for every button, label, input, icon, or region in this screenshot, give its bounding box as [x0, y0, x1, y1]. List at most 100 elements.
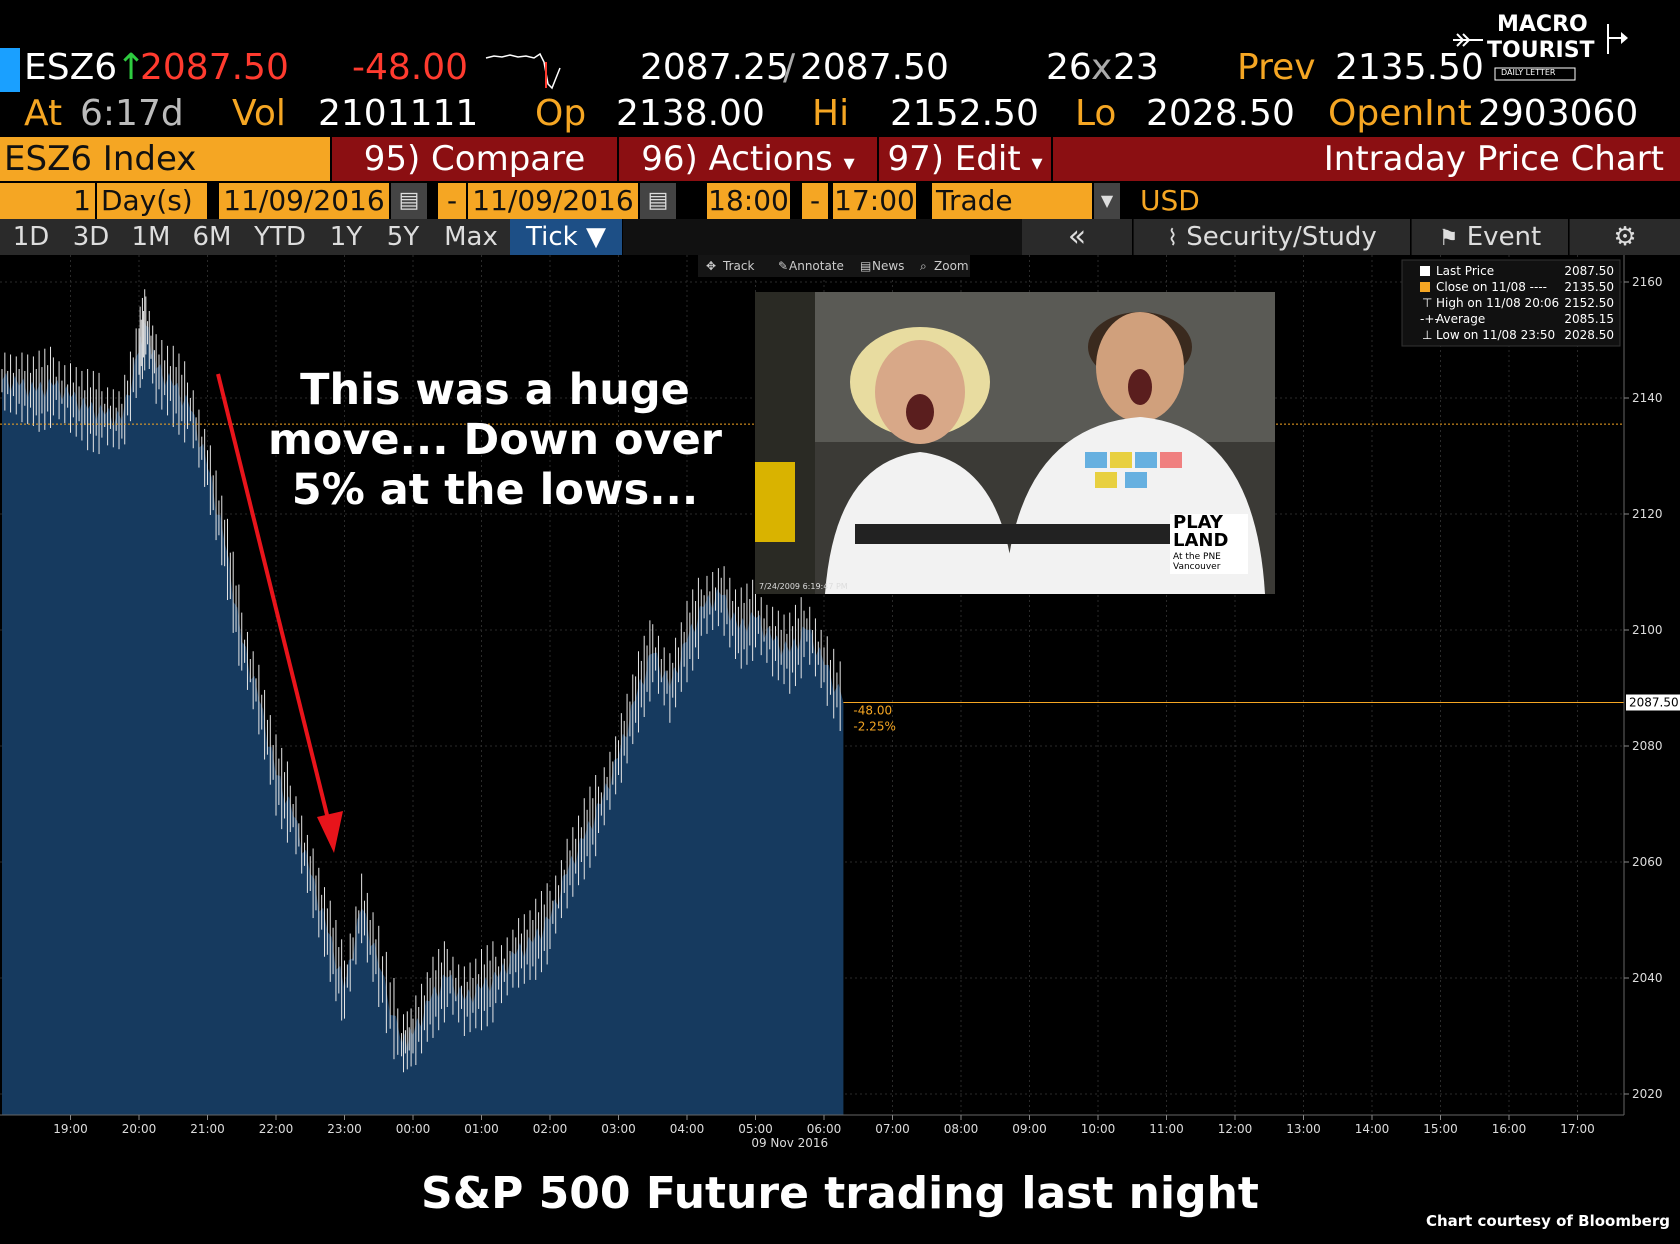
rollercoaster-photo: PLAY LAND At the PNE Vancouver 7/24/2009…: [755, 292, 1275, 594]
annotate-icon[interactable]: ✎: [778, 259, 788, 273]
photo-brand-line1: PLAY: [1173, 512, 1223, 533]
event-button[interactable]: ⚑ Event: [1412, 219, 1569, 255]
x-tick-label: 19:00: [53, 1122, 88, 1136]
y-tick-label: 2160: [1632, 275, 1663, 289]
mode-dropdown-icon[interactable]: ▼: [1094, 183, 1120, 219]
collapse-button[interactable]: «: [1022, 219, 1133, 255]
track-icon[interactable]: ✥: [706, 259, 716, 273]
start-date-input[interactable]: 11/09/2016: [219, 183, 389, 219]
size-separator: x: [1091, 47, 1113, 88]
open-value: 2138.00: [616, 93, 765, 134]
bid-size: 26: [1046, 47, 1092, 88]
track-button[interactable]: Track: [722, 259, 754, 273]
edit-button[interactable]: 97) Edit ▾: [879, 137, 1051, 181]
y-tick-label: 2120: [1632, 507, 1663, 521]
news-button[interactable]: News: [872, 259, 904, 273]
legend-box: [1401, 259, 1621, 347]
x-tick-label: 23:00: [327, 1122, 362, 1136]
logo-line2: TOURIST: [1487, 38, 1595, 63]
high-label: Hi: [812, 93, 850, 134]
period-unit-select[interactable]: Day(s): [97, 183, 207, 219]
x-tick-label: 16:00: [1492, 1122, 1527, 1136]
actions-label: 96) Actions: [641, 139, 833, 179]
zoom-button[interactable]: Zoom: [934, 259, 969, 273]
annotation-arrowhead: [317, 811, 343, 853]
photo-brand-line4: Vancouver: [1173, 562, 1221, 572]
price-area: [2, 322, 844, 1115]
x-tick-label: 01:00: [464, 1122, 499, 1136]
x-tick-label: 07:00: [875, 1122, 910, 1136]
legend-value-average: 2085.15: [1564, 312, 1614, 326]
ask-price: 2087.50: [800, 47, 949, 88]
currency-label: USD: [1140, 184, 1200, 217]
legend-low-icon: ⊥: [1422, 328, 1432, 342]
x-tick-label: 09:00: [1012, 1122, 1047, 1136]
security-study-button[interactable]: ⌇ Security/Study: [1134, 219, 1411, 255]
x-tick-label: 22:00: [259, 1122, 294, 1136]
y-tick-label: 2100: [1632, 623, 1663, 637]
y-tick-label: 2060: [1632, 855, 1663, 869]
x-tick-label: 10:00: [1081, 1122, 1116, 1136]
logo-line1: MACRO: [1497, 12, 1588, 37]
chart-credit: Chart courtesy of Bloomberg: [1425, 1212, 1670, 1230]
legend-high-icon: ⊤: [1422, 296, 1432, 310]
news-icon[interactable]: ▤: [860, 259, 871, 273]
x-tick-label: 12:00: [1218, 1122, 1253, 1136]
legend-average-icon: -+-: [1420, 312, 1439, 326]
tab-3d[interactable]: 3D: [62, 219, 121, 255]
legend-label-close: Close on 11/08 ----: [1436, 280, 1547, 294]
legend-value-last: 2087.50: [1564, 264, 1614, 278]
openint-value: 2903060: [1478, 93, 1639, 134]
study-icon: ⌇: [1167, 226, 1178, 251]
x-axis-labels: 19:00 20:00 21:00 22:00 23:00 00:00 01:00 02:00…: [53, 1115, 1595, 1136]
end-date-input[interactable]: 11/09/2016: [468, 183, 638, 219]
logo-line3: DAILY LETTER: [1501, 68, 1556, 77]
ask-size: 23: [1113, 47, 1159, 88]
tab-tick[interactable]: Tick ▼: [510, 219, 623, 255]
period-tabs-bar: 1D 3D 1M 6M YTD 1Y 5Y Max Tick ▼ « ⌇ Sec…: [0, 219, 1680, 255]
low-value: 2028.50: [1146, 93, 1295, 134]
at-label: At: [24, 93, 63, 134]
photo-timestamp: 7/24/2009 6:19:47 PM: [759, 582, 848, 591]
compare-button[interactable]: 95) Compare: [332, 137, 617, 181]
x-tick-label: 05:00: [738, 1122, 773, 1136]
last-price-tag: [1626, 694, 1680, 711]
photo-brand-line3: At the PNE: [1173, 552, 1221, 562]
tab-6m[interactable]: 6M: [182, 219, 243, 255]
legend-value-close: 2135.50: [1564, 280, 1614, 294]
annotate-button[interactable]: Annotate: [789, 259, 844, 273]
tab-max[interactable]: Max: [432, 219, 511, 255]
price-ticks: [1, 289, 841, 1073]
actions-button[interactable]: 96) Actions ▾: [619, 137, 877, 181]
mode-select[interactable]: Trade: [932, 183, 1092, 219]
zoom-icon[interactable]: ⌕: [920, 259, 927, 273]
tab-ytd[interactable]: YTD: [242, 219, 319, 255]
start-time-input[interactable]: 18:00: [707, 183, 790, 219]
ticker-symbol[interactable]: ESZ6: [24, 47, 118, 88]
bid-ask-separator: /: [783, 47, 796, 88]
tab-5y[interactable]: 5Y: [374, 219, 433, 255]
end-calendar-icon[interactable]: ▤: [640, 183, 676, 219]
x-tick-label: 02:00: [533, 1122, 568, 1136]
vol-value: 2101111: [318, 93, 479, 134]
high-value: 2152.50: [890, 93, 1039, 134]
chart-tools-strip: [698, 255, 970, 277]
security-field[interactable]: ESZ6 Index: [0, 137, 330, 181]
x-tick-label: 17:00: [1560, 1122, 1595, 1136]
settings-gear-icon[interactable]: ⚙: [1570, 219, 1680, 255]
y-axis-labels: 2020 2040 2060 2080 2100 2120 2140 2160: [1624, 275, 1663, 1101]
last-price-tag-text: 2087.50: [1629, 696, 1679, 710]
y-tick-label: 2040: [1632, 971, 1663, 985]
tab-1m[interactable]: 1M: [120, 219, 183, 255]
legend-swatch-last: [1420, 266, 1430, 276]
x-tick-label: 06:00: [807, 1122, 842, 1136]
security-study-label: Security/Study: [1186, 222, 1377, 252]
prev-label: Prev: [1237, 47, 1316, 88]
period-count-input[interactable]: 1: [0, 183, 95, 219]
tab-1y[interactable]: 1Y: [318, 219, 375, 255]
start-calendar-icon[interactable]: ▤: [391, 183, 427, 219]
y-tick-label: 2140: [1632, 391, 1663, 405]
end-time-input[interactable]: 17:00: [833, 183, 916, 219]
last-price: 2087.50: [140, 47, 289, 88]
tab-1d[interactable]: 1D: [0, 219, 63, 255]
